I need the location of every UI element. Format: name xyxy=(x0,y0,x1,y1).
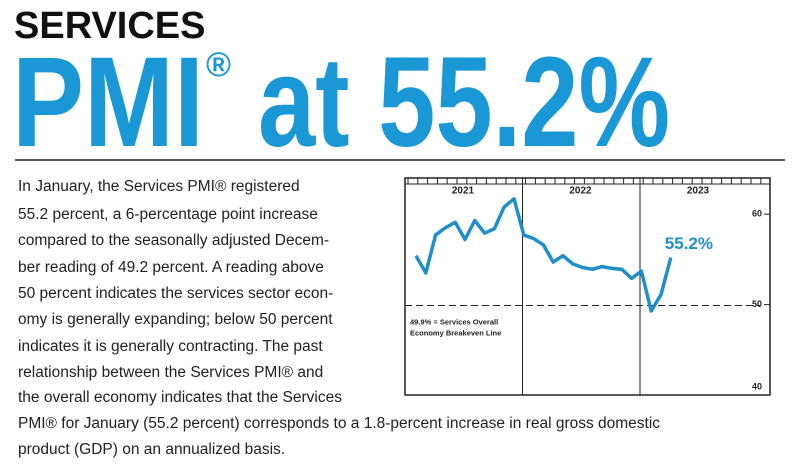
paragraph-line: product (GDP) on an annualized basis. xyxy=(18,441,285,458)
paragraph-line: the overall economy indicates that the S… xyxy=(18,389,342,406)
chart-frame xyxy=(404,177,771,396)
paragraph-line: relationship between the Services PMI® a… xyxy=(18,364,323,381)
paragraph-line: ber reading of 49.2 percent. A reading a… xyxy=(18,259,324,276)
year-label: 2023 xyxy=(687,186,710,197)
registered-mark: ® xyxy=(206,46,231,84)
annotation: Economy Breakeven Line xyxy=(410,328,501,337)
paragraph-line: compared to the seasonally adjusted Dece… xyxy=(18,232,329,249)
annotation: 49.9% = Services Overall xyxy=(410,317,498,326)
y-tick-label: 50 xyxy=(752,299,762,309)
year-label: 2022 xyxy=(569,186,592,197)
paragraph-line: indicates it is generally contracting. T… xyxy=(18,338,323,355)
headline-rest: at 55.2% xyxy=(258,31,670,174)
paragraph-line: In January, the Services PMI® registered xyxy=(18,178,300,195)
y-tick-label: 60 xyxy=(752,209,762,219)
paragraph-line: 55.2 percent, a 6-percentage point incre… xyxy=(18,206,318,223)
paragraph-line: PMI® for January (55.2 percent) correspo… xyxy=(18,415,660,432)
paragraph-line: omy is generally expanding; below 50 per… xyxy=(18,311,333,328)
y-tick-label: 40 xyxy=(752,381,762,391)
year-label: 2021 xyxy=(452,186,475,197)
headline: PMI xyxy=(12,31,204,174)
kicker: SERVICES xyxy=(14,5,205,47)
pmi-line xyxy=(414,197,673,313)
paragraph-line: 50 percent indicates the services sector… xyxy=(18,285,333,302)
value-label: 55.2% xyxy=(665,234,713,253)
